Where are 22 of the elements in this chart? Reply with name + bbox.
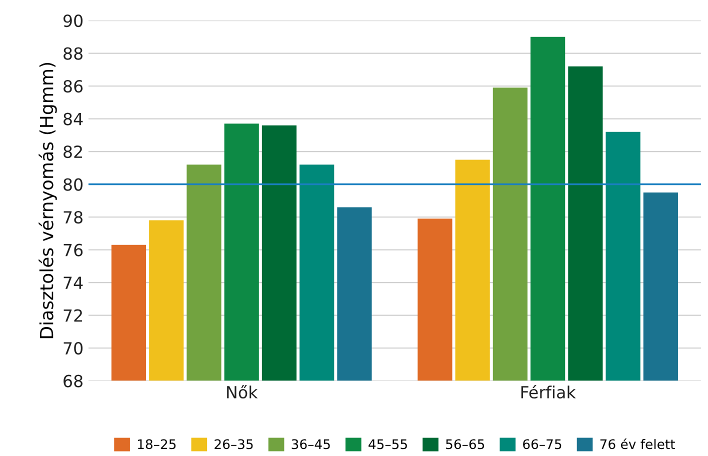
legend-label: 56–65 xyxy=(446,439,484,450)
y-axis-title: Diasztolés vérnyomás (Hgmm) xyxy=(38,62,57,338)
y-tick-label: 70 xyxy=(64,342,83,355)
y-tick-label: 80 xyxy=(64,178,83,191)
legend-label: 26–35 xyxy=(214,439,253,450)
y-tick-label: 90 xyxy=(63,14,83,28)
legend-label: 66–75 xyxy=(523,439,562,450)
y-tick-label: 82 xyxy=(64,145,82,158)
legend-label: 18–25 xyxy=(138,439,176,450)
y-tick-label: 88 xyxy=(64,47,82,60)
legend-label: 76 év felett xyxy=(600,438,675,450)
y-tick-label: 84 xyxy=(64,112,83,126)
y-tick-label: 86 xyxy=(64,80,83,93)
y-tick-label: 78 xyxy=(64,210,82,224)
legend-label: 45–55 xyxy=(368,439,407,450)
legend-label: 36–45 xyxy=(292,439,330,450)
y-tick-label: 74 xyxy=(64,276,83,289)
x-tick-label: Férfiak xyxy=(521,384,576,399)
x-tick-label: Nők xyxy=(227,384,258,399)
y-tick-label: 72 xyxy=(64,309,82,322)
y-tick-label: 68 xyxy=(64,374,82,388)
y-tick-label: 76 xyxy=(64,244,83,256)
